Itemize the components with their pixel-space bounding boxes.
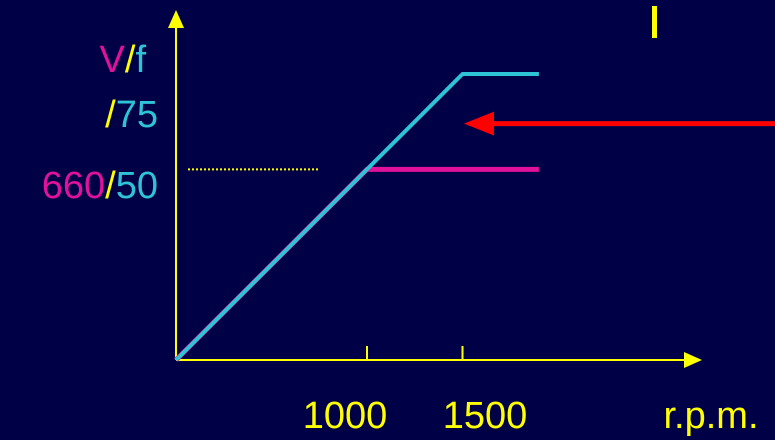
x-tick-label-1500: 1500 [443,395,528,437]
x-unit-label: r.p.m. [663,395,758,437]
y-axis-title-f: f [135,39,146,81]
partial-glyph-fragment [652,6,657,38]
y-tick-50-right: 50 [116,165,158,207]
voltage-series-line [174,166,539,362]
y-tick-label-50: 660/50 [42,165,158,207]
annotation-arrow-head [464,111,494,136]
frequency-series-line [174,72,539,362]
x-tick-label-1000: 1000 [303,395,388,437]
x-axis-arrowhead [684,352,702,368]
y-axis-arrowhead [168,10,184,28]
y-axis-title: V/f [100,39,147,81]
y-axis-title-v: V [100,39,126,81]
y-tick-75-right: 75 [116,94,158,136]
y-tick-75-sep: / [105,94,116,136]
y-axis-title-sep: / [125,39,136,81]
y-tick-50-sep: / [105,165,116,207]
y-tick-label-75: /75 [105,94,158,136]
y-tick-50-left: 660 [42,165,105,207]
